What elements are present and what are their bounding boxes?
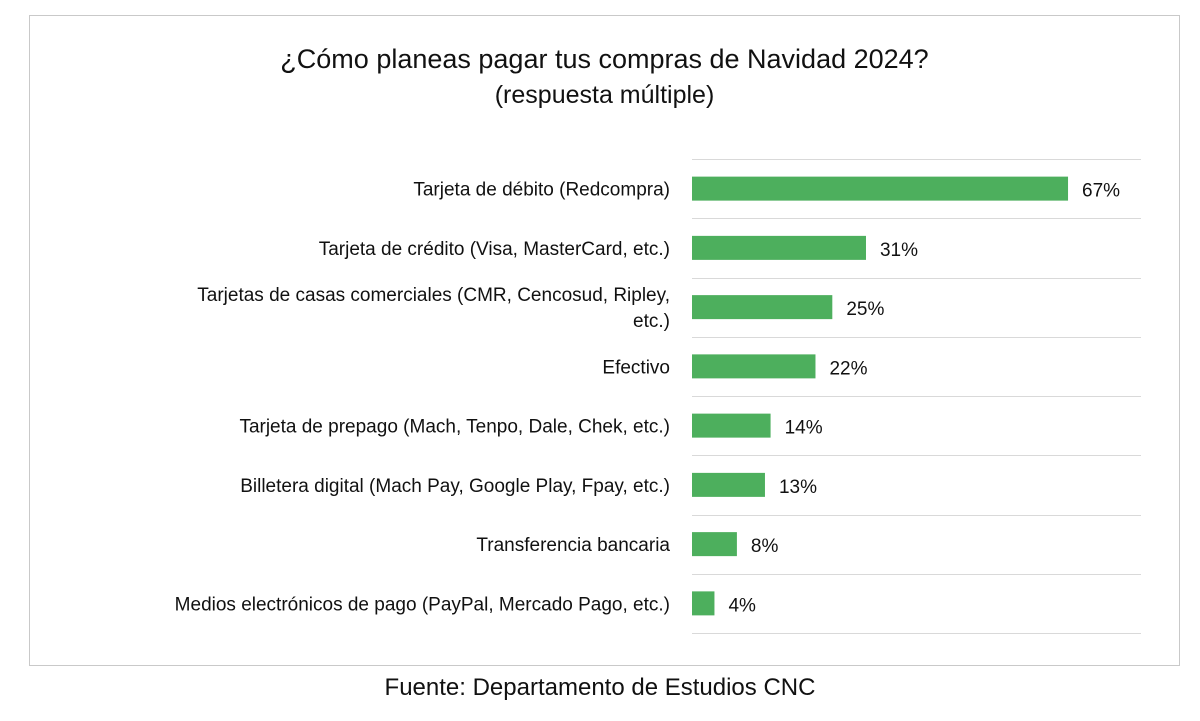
chart-frame [29, 15, 1180, 666]
bar [692, 295, 833, 320]
category-label: Billetera digital (Mach Pay, Google Play… [240, 476, 670, 497]
data-label: 22% [829, 358, 867, 379]
data-label: 13% [779, 477, 817, 498]
category-label: Tarjeta de débito (Redcompra) [413, 180, 670, 201]
category-label: Tarjeta de prepago (Mach, Tenpo, Dale, C… [239, 417, 670, 438]
category-label: Efectivo [602, 357, 670, 378]
bar [692, 235, 866, 260]
category-label: Tarjeta de crédito (Visa, MasterCard, et… [319, 239, 670, 260]
data-label: 4% [728, 595, 756, 616]
data-label: 25% [846, 299, 884, 320]
bar [692, 591, 715, 616]
category-label: etc.) [633, 311, 670, 332]
category-label: Transferencia bancaria [476, 535, 670, 556]
source-note: Fuente: Departamento de Estudios CNC [384, 674, 816, 701]
bar [692, 532, 737, 557]
category-label: Tarjetas de casas comerciales (CMR, Cenc… [197, 285, 670, 306]
data-label: 8% [751, 536, 779, 557]
category-label: Medios electrónicos de pago (PayPal, Mer… [175, 594, 670, 615]
bar [692, 176, 1069, 201]
data-label: 31% [880, 240, 918, 261]
chart-title: ¿Cómo planeas pagar tus compras de Navid… [280, 44, 929, 74]
data-label: 67% [1082, 181, 1120, 202]
bar [692, 354, 816, 379]
data-label: 14% [785, 418, 823, 439]
bar [692, 413, 771, 438]
bar [692, 472, 765, 497]
chart-subtitle: (respuesta múltiple) [494, 81, 715, 109]
